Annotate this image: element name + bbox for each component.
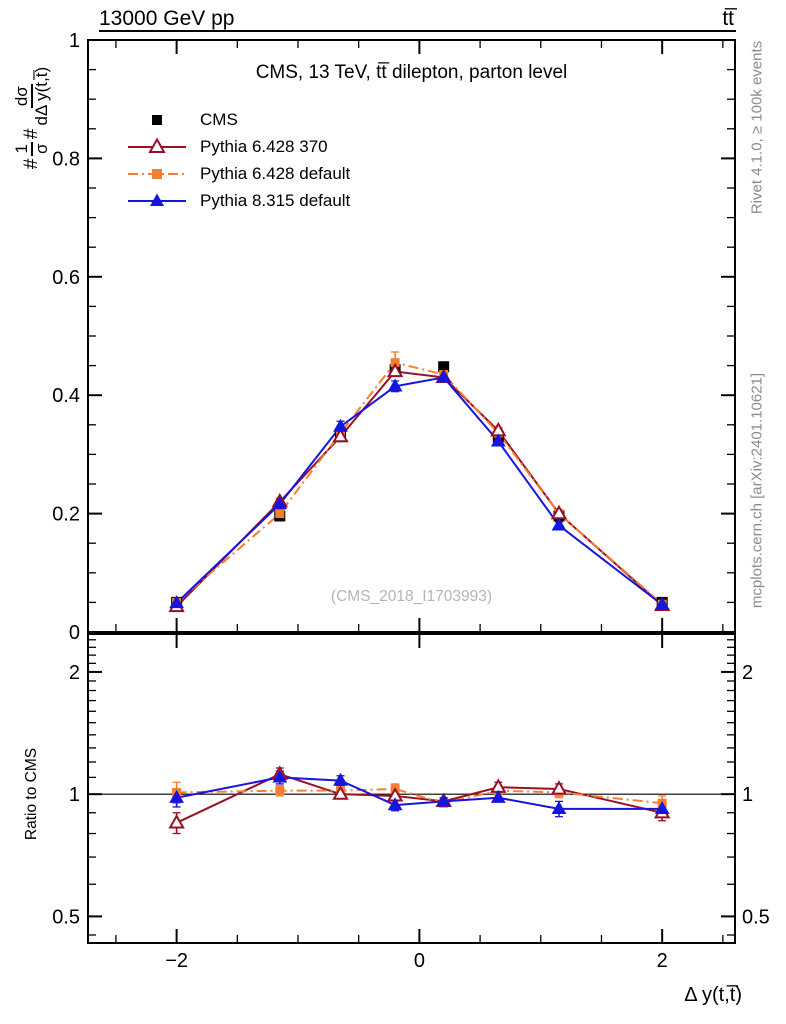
svg-text:0.6: 0.6 xyxy=(52,267,80,289)
ylabel-hash-left: # xyxy=(21,158,42,170)
legend-marker-square-filled xyxy=(152,114,162,125)
ratio-axis-title: Ratio to CMS xyxy=(23,747,40,841)
legend-marker-triangle-filled xyxy=(128,193,186,206)
legend-item-0: CMS xyxy=(126,106,350,133)
x-axis-title: Δ y(t,t̅) xyxy=(684,984,742,1006)
svg-text:2: 2 xyxy=(742,662,753,684)
svg-text:1: 1 xyxy=(742,784,753,806)
svg-text:0.8: 0.8 xyxy=(52,148,80,170)
legend-item-label: Pythia 6.428 default xyxy=(200,163,351,183)
svg-text:0: 0 xyxy=(69,622,80,644)
ylabel-dsigma-dy: dσ dΔ y(t,t̅) xyxy=(11,66,51,126)
svg-text:0.5: 0.5 xyxy=(52,906,80,928)
y-axis-title: # 1 σ # dσ dΔ y(t,t̅) xyxy=(8,24,56,212)
ylabel-one-over-sigma: 1 σ xyxy=(11,142,51,156)
svg-text:2: 2 xyxy=(69,662,80,684)
svg-text:0.2: 0.2 xyxy=(52,504,80,526)
ylabel-hash-right: # xyxy=(21,128,42,140)
legend-item-3: Pythia 8.315 default xyxy=(126,187,350,214)
legend-item-1: Pythia 6.428 370 xyxy=(126,133,350,160)
legend-item-label: Pythia 8.315 default xyxy=(200,190,351,210)
header-beam-label: 13000 GeV pp xyxy=(99,7,235,30)
legend-item-label: Pythia 6.428 370 xyxy=(200,136,328,156)
svg-text:−2: −2 xyxy=(165,950,188,972)
legend: CMS Pythia 6.428 370 Pythia 6.428 default P… xyxy=(126,106,350,214)
svg-text:2: 2 xyxy=(657,950,668,972)
rivet-version-note: Rivet 4.1.0, ≥ 100k events xyxy=(748,40,766,215)
mcplots-note: mcplots.cern.ch [arXiv:2401.10621] xyxy=(748,372,766,609)
svg-text:1: 1 xyxy=(69,30,80,52)
svg-text:0: 0 xyxy=(414,950,425,972)
legend-marker-square-filled xyxy=(128,168,186,179)
svg-text:1: 1 xyxy=(69,784,80,806)
legend-item-label: CMS xyxy=(200,109,238,129)
main-plot-title: CMS, 13 TeV, tt̅ dilepton, parton level xyxy=(255,62,568,83)
legend-marker-triangle-open xyxy=(128,136,186,153)
legend-item-2: Pythia 6.428 default xyxy=(126,160,350,187)
svg-text:0.5: 0.5 xyxy=(742,906,770,928)
svg-text:0.4: 0.4 xyxy=(52,385,80,407)
header-process-label: tt̅ xyxy=(722,7,734,30)
watermark-label: (CMS_2018_I1703993) xyxy=(330,588,493,605)
